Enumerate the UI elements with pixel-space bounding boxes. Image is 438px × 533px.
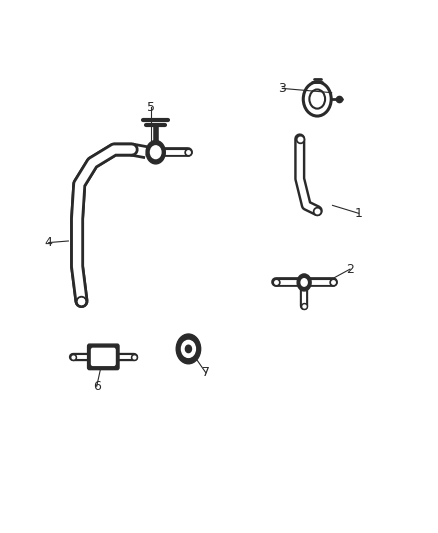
Circle shape xyxy=(146,141,165,164)
Circle shape xyxy=(150,146,161,159)
Text: 3: 3 xyxy=(279,82,286,95)
Text: 4: 4 xyxy=(45,236,53,249)
Text: 2: 2 xyxy=(346,263,354,276)
FancyBboxPatch shape xyxy=(88,344,119,369)
Circle shape xyxy=(297,274,311,291)
Text: 7: 7 xyxy=(202,366,210,379)
Text: 1: 1 xyxy=(355,207,363,220)
Circle shape xyxy=(176,334,201,364)
Text: 6: 6 xyxy=(93,379,101,393)
Circle shape xyxy=(301,279,307,286)
Circle shape xyxy=(181,341,195,358)
Circle shape xyxy=(185,345,191,353)
FancyBboxPatch shape xyxy=(92,349,115,366)
Text: 5: 5 xyxy=(147,101,155,114)
